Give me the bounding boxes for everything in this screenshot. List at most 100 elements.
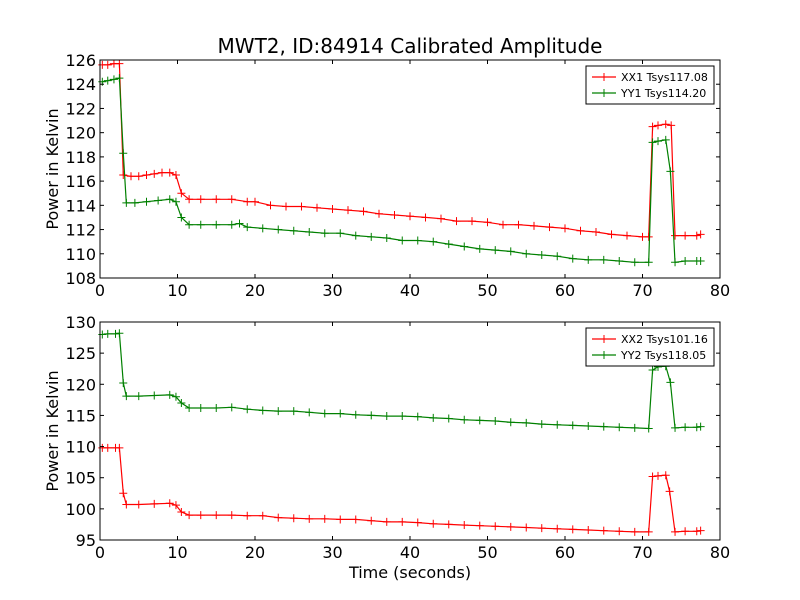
data-point-marker [297,202,306,211]
data-point-marker [103,60,112,69]
y-tick-label: 108 [65,269,96,288]
y-tick-label: 110 [65,245,96,264]
series-line [102,77,701,263]
data-point-marker [274,513,283,522]
data-point-marker [359,207,368,216]
data-point-marker [630,423,639,432]
data-point-marker [491,417,500,426]
data-point-marker [654,137,662,146]
data-point-marker [177,507,186,516]
data-point-marker [274,407,283,416]
data-point-marker [196,220,205,229]
data-point-marker [648,365,657,374]
legend-marker [600,335,608,343]
data-point-marker [134,172,143,181]
data-point-marker [382,234,391,243]
data-point-marker [351,515,360,524]
data-point-marker [506,418,515,427]
x-tick-label: 80 [710,543,730,562]
data-point-marker [413,412,422,421]
data-point-marker [568,421,577,430]
data-point-marker [251,197,259,206]
data-point-marker [615,527,624,536]
data-point-marker [289,514,298,523]
data-point-marker [122,198,131,207]
data-point-marker [460,521,469,530]
data-point-marker [171,197,180,206]
data-point-marker [615,423,624,432]
data-point-marker [185,195,194,204]
data-point-marker [429,519,438,528]
data-point-marker [644,258,653,267]
data-point-marker [648,122,657,131]
legend-entry: XX1 Tsys117.08 [621,71,708,84]
data-point-marker [406,212,414,221]
data-point-marker [266,201,275,210]
data-point-marker [561,224,569,233]
data-point-marker [328,204,337,213]
legend-marker [600,351,608,359]
x-tick-label: 40 [400,281,420,300]
series-1-panel-1 [98,59,705,241]
data-point-marker [196,511,205,520]
series-2-panel-1 [98,74,705,267]
legend-box [585,327,715,367]
legend-marker [600,73,608,81]
data-point-marker [227,195,236,204]
x-tick-label: 50 [477,543,497,562]
data-point-marker [212,511,221,520]
data-point-marker [644,232,653,241]
data-point-marker [530,221,538,230]
data-point-marker [289,407,298,416]
data-point-marker [692,231,701,240]
data-point-marker [158,168,166,177]
data-point-marker [390,211,399,220]
data-point-marker [336,229,345,238]
data-point-marker [289,226,298,235]
data-point-marker [142,171,151,180]
data-point-marker [681,231,690,240]
data-point-marker [576,226,585,235]
series-1-panel-2 [98,443,705,536]
data-point-marker [648,138,657,147]
data-point-marker [545,223,554,232]
legend-entry: YY2 Tsys118.05 [620,349,706,362]
y-tick-label: 120 [65,375,96,394]
x-tick-label: 60 [555,543,575,562]
data-point-marker [258,406,267,415]
data-point-marker [607,230,616,239]
data-point-marker [681,257,690,266]
data-point-marker [282,202,290,211]
data-point-marker [413,518,422,527]
data-point-marker [553,252,562,261]
x-tick-label: 0 [95,543,105,562]
x-tick-label: 50 [477,281,497,300]
data-point-marker [119,379,128,388]
data-point-marker [537,420,546,429]
data-point-marker [171,171,180,180]
data-point-marker [305,227,314,236]
data-point-marker [671,231,680,240]
data-point-marker [258,224,267,233]
data-point-marker [375,209,383,218]
data-point-marker [568,525,577,534]
data-point-marker [150,169,159,178]
data-point-marker [111,329,120,338]
data-point-marker [421,213,430,222]
data-point-marker [119,171,128,180]
data-point-marker [177,189,186,198]
x-tick-label: 20 [245,281,265,300]
data-point-marker [671,258,680,267]
data-point-marker [537,524,546,533]
data-point-marker [491,522,500,531]
data-point-marker [130,198,139,207]
x-tick-label: 60 [555,281,575,300]
data-point-marker [212,195,221,204]
legend-entry: YY1 Tsys114.20 [620,87,706,100]
data-point-marker [666,378,675,387]
data-point-marker [696,526,705,535]
data-point-marker [115,74,124,83]
data-point-marker [150,391,159,400]
data-point-marker [444,520,453,529]
data-point-marker [351,410,360,419]
